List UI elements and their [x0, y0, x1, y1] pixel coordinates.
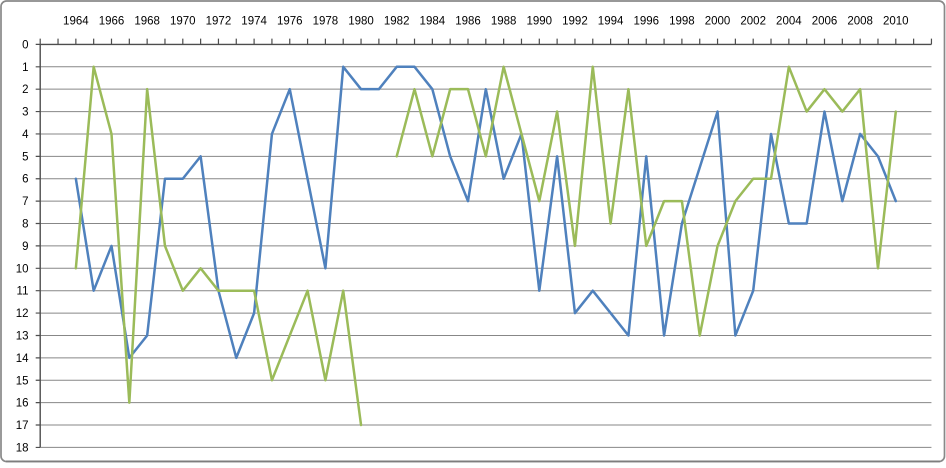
svg-text:10: 10: [16, 263, 29, 275]
svg-text:1: 1: [22, 62, 28, 74]
svg-text:0: 0: [22, 39, 28, 51]
svg-text:2000: 2000: [705, 16, 731, 28]
svg-text:3: 3: [22, 107, 28, 119]
svg-text:1992: 1992: [562, 16, 588, 28]
svg-text:1964: 1964: [63, 16, 89, 28]
svg-text:1976: 1976: [277, 16, 303, 28]
svg-text:7: 7: [22, 196, 28, 208]
svg-text:1966: 1966: [99, 16, 125, 28]
svg-text:2: 2: [22, 84, 28, 96]
svg-text:4: 4: [22, 129, 29, 141]
svg-text:1986: 1986: [455, 16, 481, 28]
svg-text:17: 17: [16, 420, 29, 432]
svg-text:1984: 1984: [420, 16, 446, 28]
svg-text:1990: 1990: [527, 16, 553, 28]
svg-text:1994: 1994: [598, 16, 624, 28]
svg-text:14: 14: [16, 353, 29, 365]
svg-text:1970: 1970: [170, 16, 196, 28]
svg-text:2010: 2010: [883, 16, 909, 28]
svg-text:18: 18: [16, 442, 29, 454]
svg-text:1972: 1972: [206, 16, 232, 28]
svg-text:1988: 1988: [491, 16, 517, 28]
svg-text:1978: 1978: [313, 16, 339, 28]
svg-text:1998: 1998: [669, 16, 695, 28]
svg-text:9: 9: [22, 241, 28, 253]
svg-text:2008: 2008: [847, 16, 873, 28]
svg-text:16: 16: [16, 398, 29, 410]
svg-text:11: 11: [17, 286, 29, 298]
svg-text:2002: 2002: [740, 16, 766, 28]
svg-text:1996: 1996: [633, 16, 659, 28]
svg-text:1974: 1974: [241, 16, 267, 28]
svg-text:1982: 1982: [384, 16, 410, 28]
svg-text:1980: 1980: [348, 16, 374, 28]
svg-text:2004: 2004: [776, 16, 802, 28]
svg-text:8: 8: [22, 219, 28, 231]
svg-text:6: 6: [22, 174, 28, 186]
svg-text:1968: 1968: [134, 16, 160, 28]
svg-text:2006: 2006: [812, 16, 838, 28]
svg-text:13: 13: [16, 330, 29, 342]
svg-text:12: 12: [16, 308, 29, 320]
svg-text:5: 5: [22, 151, 28, 163]
svg-text:15: 15: [16, 375, 29, 387]
